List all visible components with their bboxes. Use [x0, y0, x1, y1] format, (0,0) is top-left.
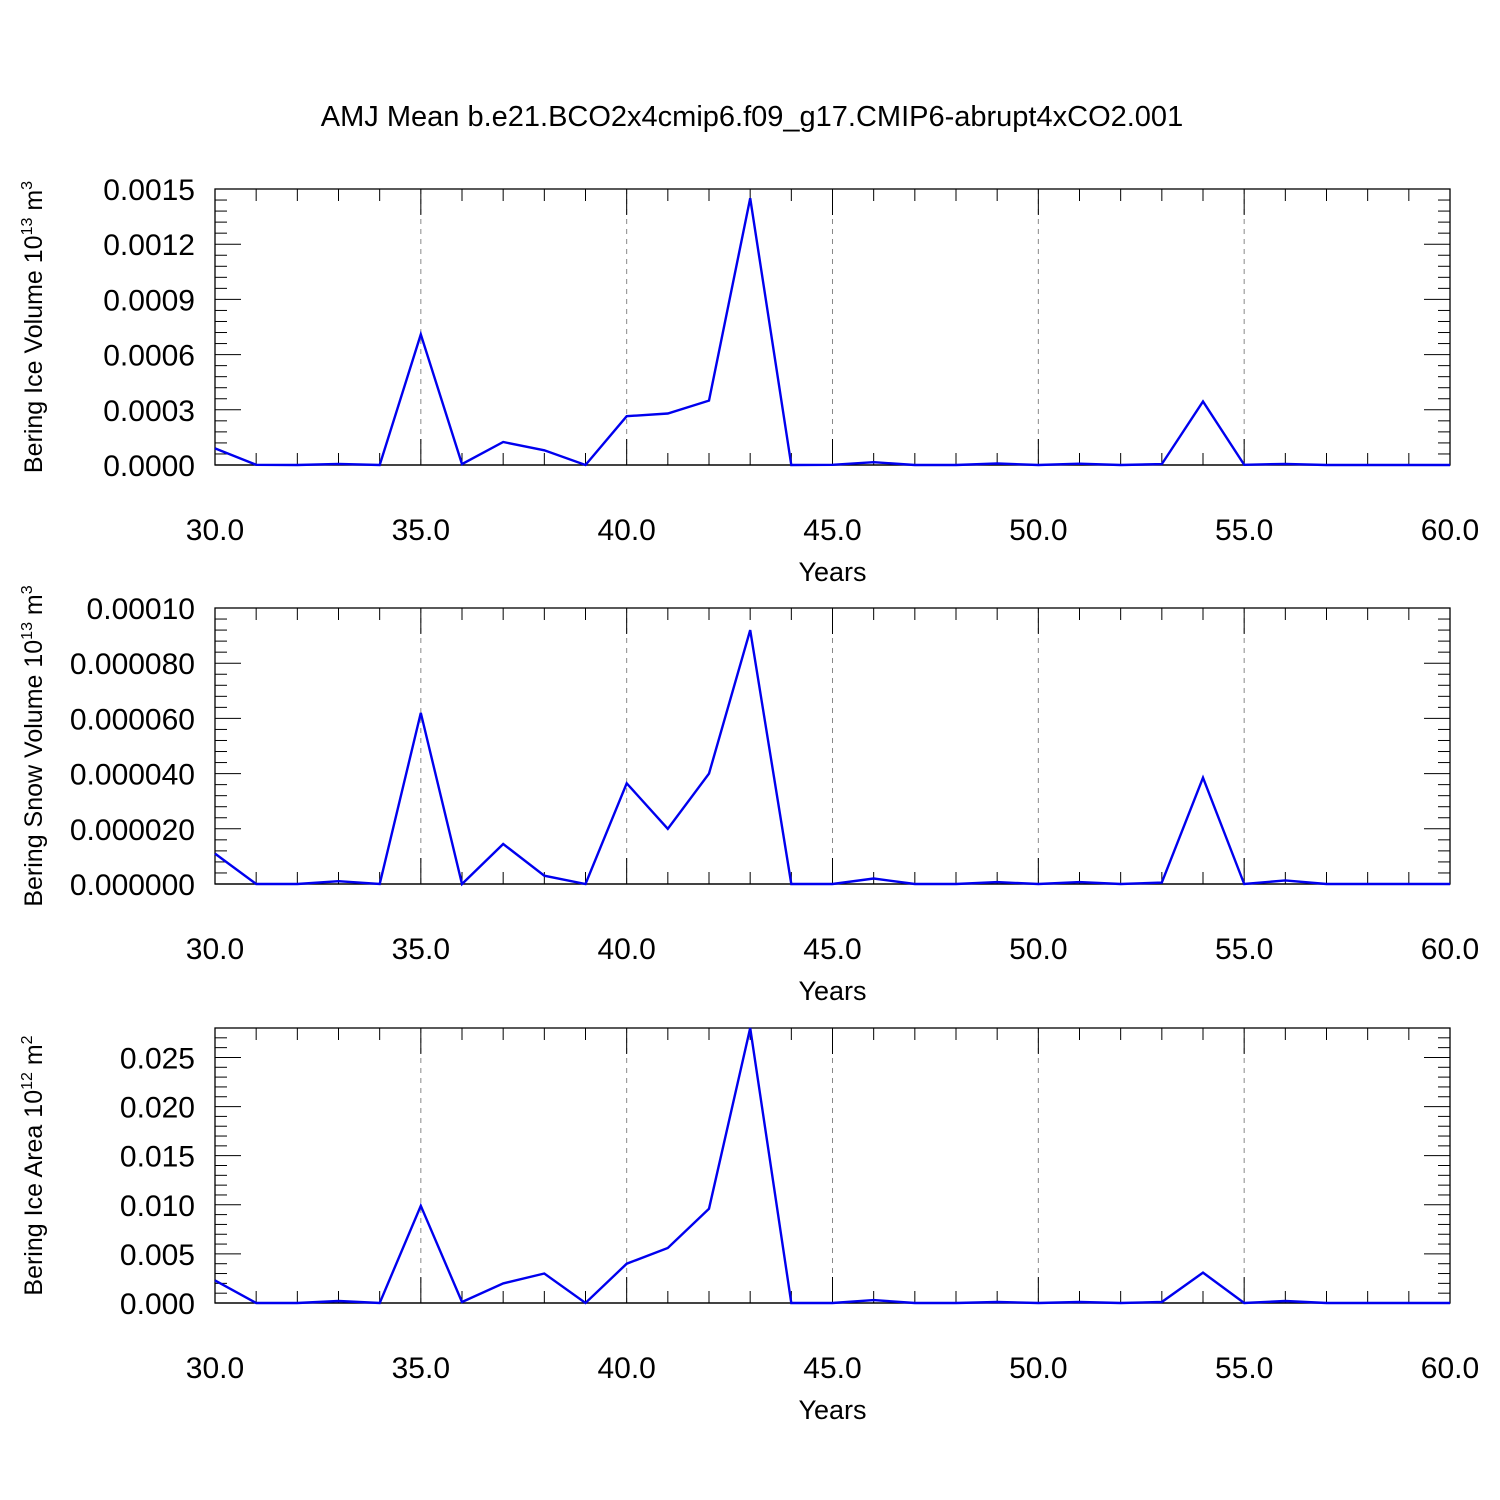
x-tick-label: 40.0 — [597, 933, 655, 966]
y-tick-label: 0.000040 — [70, 759, 195, 792]
x-tick-label: 55.0 — [1215, 514, 1273, 547]
x-tick-label: 45.0 — [803, 933, 861, 966]
y-tick-label: 0.000020 — [70, 814, 195, 847]
series-line-2 — [214, 629, 1450, 887]
chart-panel-1: 0.0000 0.0003 0.0006 0.0009 0.0012 0.0015 30.0… — [19, 174, 1479, 587]
x-tick-label: 60.0 — [1421, 514, 1479, 547]
y-tick-label: 0.0000 — [103, 450, 195, 483]
x-tick-label: 55.0 — [1215, 1352, 1273, 1385]
x-tick-label: 35.0 — [392, 933, 450, 966]
x-tick-label: 50.0 — [1009, 514, 1067, 547]
chart-panel-2: 0.000000 0.000020 0.000040 0.000060 0.000080… — [19, 585, 1479, 1006]
y-axis-label: Bering Ice Area 1012 m2 — [19, 1035, 48, 1295]
y-tick-label: 0.025 — [120, 1042, 195, 1075]
y-axis-label: Bering Snow Volume 1013 m3 — [19, 585, 48, 906]
x-tick-label: 45.0 — [803, 514, 861, 547]
series-line-1 — [214, 197, 1450, 467]
y-tick-label: 0.000080 — [70, 648, 195, 681]
y-tick-label: 0.000000 — [70, 869, 195, 902]
x-axis-label: Years — [798, 557, 866, 587]
x-axis-label: Years — [798, 976, 866, 1006]
chart-title: AMJ Mean b.e21.BCO2x4cmip6.f09_g17.CMIP6… — [321, 101, 1183, 133]
x-axis-label: Years — [798, 1395, 866, 1425]
chart-panel-3: 0.000 0.005 0.010 0.015 0.020 0.025 30.0 35.0 40… — [19, 1027, 1479, 1425]
x-tick-label: 50.0 — [1009, 1352, 1067, 1385]
y-tick-label: 0.0012 — [103, 229, 195, 262]
y-tick-label: 0.0015 — [103, 174, 195, 207]
x-tick-label: 35.0 — [392, 1352, 450, 1385]
y-tick-label: 0.000060 — [70, 703, 195, 736]
y-tick-label: 0.0006 — [103, 340, 195, 373]
y-tick-label: 0.0009 — [103, 284, 195, 317]
x-tick-label: 30.0 — [186, 1352, 244, 1385]
x-tick-label: 40.0 — [597, 514, 655, 547]
x-tick-label: 60.0 — [1421, 933, 1479, 966]
y-tick-label: 0.015 — [120, 1141, 195, 1174]
y-tick-label: 0.005 — [120, 1239, 195, 1272]
y-tick-label: 0.00010 — [87, 593, 195, 626]
x-tick-label: 50.0 — [1009, 933, 1067, 966]
x-tick-label: 40.0 — [597, 1352, 655, 1385]
y-tick-label: 0.010 — [120, 1190, 195, 1223]
x-tick-label: 60.0 — [1421, 1352, 1479, 1385]
y-tick-label: 0.020 — [120, 1092, 195, 1125]
series-line-3 — [214, 1027, 1450, 1305]
y-tick-label: 0.000 — [120, 1288, 195, 1321]
y-axis-label: Bering Ice Volume 1013 m3 — [19, 181, 48, 473]
x-tick-label: 35.0 — [392, 514, 450, 547]
x-tick-label: 30.0 — [186, 933, 244, 966]
x-tick-label: 30.0 — [186, 514, 244, 547]
y-tick-label: 0.0003 — [103, 395, 195, 428]
x-tick-label: 55.0 — [1215, 933, 1273, 966]
x-tick-label: 45.0 — [803, 1352, 861, 1385]
